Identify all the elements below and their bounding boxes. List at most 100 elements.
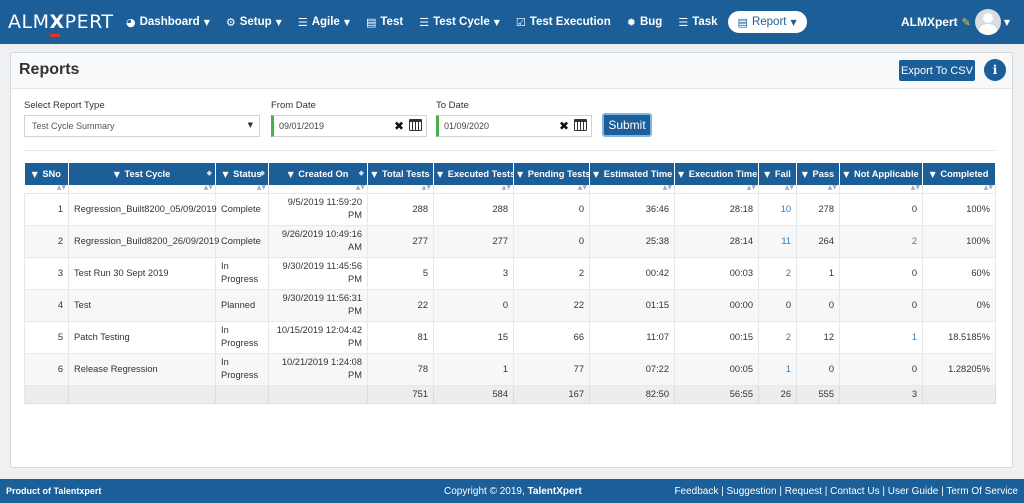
nav-dashboard[interactable]: ◕ Dashboard ▼ [118,0,218,44]
user-name[interactable]: ALMXpert [900,15,958,29]
user-menu[interactable]: ALMXpert ✎ ▼ [901,0,1010,44]
filter-icon[interactable]: ▼ [287,170,294,179]
footer-link-suggestion[interactable]: Suggestion [726,485,777,497]
filter-icon[interactable]: ▼ [801,170,808,179]
filter-icon[interactable]: ▼ [113,170,120,179]
pencil-icon[interactable]: ✎ [961,15,971,29]
filter-icon[interactable]: ▼ [31,170,38,179]
filter-icon[interactable]: ▼ [843,170,850,179]
cell-not-applicable[interactable]: 1 [839,321,923,354]
sort-cell[interactable]: ▲▼ [758,184,797,194]
column-header-created-on[interactable]: ▼ Created On ◆ [268,163,368,185]
calendar-icon[interactable] [409,119,422,131]
sort-arrows-icon[interactable]: ▲▼ [784,184,794,191]
cell-fail[interactable]: 2 [758,321,797,354]
info-icon[interactable]: i [984,59,1006,81]
total-est: 82:50 [589,385,675,404]
chevron-down-icon[interactable]: ▼ [1003,17,1010,27]
clear-from-date-icon[interactable]: ✖ [393,119,404,133]
column-header-test-cycle[interactable]: ▼ Test Cycle ◆ [68,163,216,185]
filter-icon[interactable]: ▼ [593,170,600,179]
sort-arrows-icon[interactable]: ▲▼ [203,184,213,191]
column-header-total-tests[interactable]: ▼ Total Tests [367,163,434,185]
sort-cell[interactable]: ▲▼ [674,184,759,194]
column-header-execution-time[interactable]: ▼ Execution Time [674,163,759,185]
filter-icon[interactable]: ▼ [437,170,444,179]
sort-arrows-icon[interactable]: ▲▼ [256,184,266,191]
column-header-not-applicable[interactable]: ▼ Not Applicable [839,163,923,185]
nav-task[interactable]: ☰ Task [670,0,725,44]
to-date-input[interactable]: 01/09/2020 ✖ [436,115,592,137]
filter-icon[interactable]: ▼ [222,170,229,179]
column-header-status[interactable]: ▼ Status ◆ [215,163,269,185]
footer-link-feedback[interactable]: Feedback [674,485,719,497]
column-header-fail[interactable]: ▼ Fail [758,163,797,185]
sort-cell[interactable]: ▲▼ [433,184,514,194]
clear-to-date-icon[interactable]: ✖ [558,119,569,133]
sort-cell[interactable]: ▲▼ [24,184,69,194]
sort-arrows-icon[interactable]: ▲▼ [577,184,587,191]
sort-cell[interactable]: ▲▼ [513,184,590,194]
cell-fail[interactable]: 11 [758,225,797,258]
column-header-completed[interactable]: ▼ Completed [922,163,996,185]
column-header-estimated-time[interactable]: ▼ Estimated Time [589,163,675,185]
filter-icon[interactable]: ▼ [371,170,378,179]
sort-icon[interactable]: ◆ [358,169,364,177]
sort-arrows-icon[interactable]: ▲▼ [983,184,993,191]
nav-agile[interactable]: ☰ Agile ▼ [290,0,358,44]
sort-arrows-icon[interactable]: ▲▼ [910,184,920,191]
sort-arrows-icon[interactable]: ▲▼ [662,184,672,191]
column-header-pass[interactable]: ▼ Pass [796,163,840,185]
cell-executed-tests: 1 [433,353,514,386]
almxpert-logo[interactable]: ALMXPERT [8,11,114,33]
footer-link-request[interactable]: Request [784,485,822,497]
column-label: Not Applicable [851,169,919,179]
cell-fail[interactable]: 2 [758,257,797,290]
from-date-input[interactable]: 09/01/2019 ✖ [271,115,427,137]
avatar[interactable] [974,9,1001,35]
sort-cell[interactable]: ▲▼ [796,184,840,194]
nav-label: Test Execution [529,16,611,28]
cell-not-applicable[interactable]: 2 [839,225,923,258]
cell-fail[interactable]: 1 [758,353,797,386]
nav-test[interactable]: ▤ Test [358,0,411,44]
sort-arrows-icon[interactable]: ▲▼ [501,184,511,191]
sort-cell[interactable]: ▲▼ [268,184,368,194]
submit-button[interactable]: Submit [602,113,652,137]
footer-link-user-guide[interactable]: User Guide [887,485,939,497]
sort-arrows-icon[interactable]: ▲▼ [421,184,431,191]
filter-icon[interactable]: ▼ [517,170,524,179]
filter-icon[interactable]: ▼ [929,170,936,179]
filter-icon[interactable]: ▼ [764,170,771,179]
export-csv-button[interactable]: Export To CSV [899,60,975,81]
sort-arrows-icon[interactable]: ▲▼ [56,184,66,191]
sort-cell[interactable]: ▲▼ [68,184,216,194]
sort-arrows-icon[interactable]: ▲▼ [746,184,756,191]
calendar-icon[interactable] [574,119,587,131]
column-header-executed-tests[interactable]: ▼ Executed Tests [433,163,515,185]
sort-cell[interactable]: ▲▼ [215,184,269,194]
report-type-select[interactable]: Test Cycle Summary ▼ [24,115,260,137]
cell-fail[interactable]: 10 [758,193,797,226]
cell-created-on: 9/30/2019 11:56:31 PM [268,289,368,322]
footer-link-contact-us[interactable]: Contact Us [830,485,880,497]
column-header-pending-tests[interactable]: ▼ Pending Tests [513,163,591,185]
cell-pass: 264 [796,225,840,258]
filter-icon[interactable]: ▼ [678,170,685,179]
sort-cell[interactable]: ▲▼ [367,184,434,194]
column-header-sno[interactable]: ▼ SNo [24,163,69,185]
nav-test-cycle[interactable]: ☰ Test Cycle ▼ [411,0,508,44]
table-row: 1 Regression_Built8200_05/09/2019 Complete… [24,193,996,226]
footer-link-term-of-service[interactable]: Term Of Service [946,485,1018,497]
sort-arrows-icon[interactable]: ▲▼ [827,184,837,191]
nav-bug[interactable]: ✹ Bug [619,0,671,44]
nav-test-execution[interactable]: ☑ Test Execution [508,0,619,44]
sort-arrows-icon[interactable]: ▲▼ [355,184,365,191]
sort-cell[interactable]: ▲▼ [589,184,675,194]
sort-cell[interactable]: ▲▼ [922,184,996,194]
sort-icon[interactable]: ◆ [259,169,265,177]
nav-setup[interactable]: ⚙ Setup ▼ [218,0,290,44]
sort-icon[interactable]: ◆ [206,169,212,177]
sort-cell[interactable]: ▲▼ [839,184,923,194]
nav-report[interactable]: ▤ Report ▼ [727,11,807,33]
